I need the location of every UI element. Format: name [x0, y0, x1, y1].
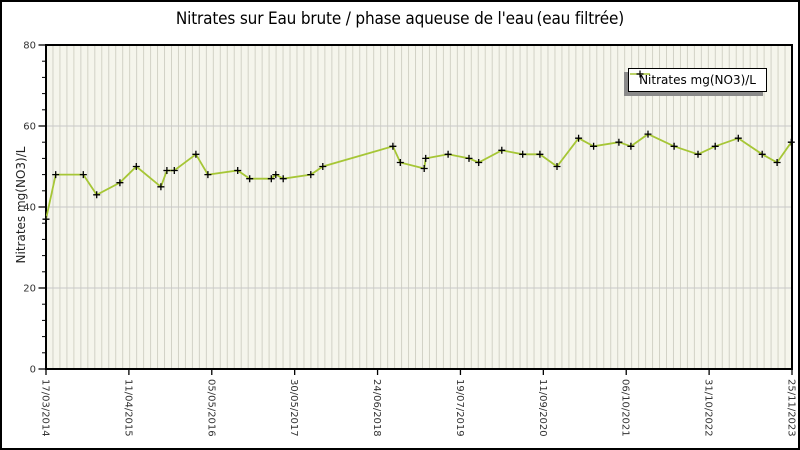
- data-point-markers: [42, 130, 795, 223]
- chart-title: Nitrates sur Eau brute / phase aqueuse d…: [2, 9, 798, 29]
- x-tick-label: 31/10/2022: [703, 379, 714, 437]
- y-tick-label: 0: [30, 365, 36, 376]
- y-tick-label: 20: [23, 284, 36, 295]
- x-tick-label: 25/11/2023: [786, 379, 797, 437]
- legend-label: Nitrates mg(NO3)/L: [639, 73, 756, 87]
- x-tick-label: 11/09/2020: [537, 379, 548, 437]
- x-tick-label: 17/03/2014: [40, 379, 51, 437]
- x-tick-label: 06/10/2021: [620, 379, 631, 437]
- x-tick-label: 24/06/2018: [371, 379, 382, 437]
- y-tick-label: 40: [23, 203, 36, 214]
- y-tick-label: 80: [23, 41, 36, 52]
- legend-box: Nitrates mg(NO3)/L: [628, 68, 767, 92]
- x-tick-label: 19/07/2019: [454, 379, 465, 437]
- y-tick-label: 60: [23, 122, 36, 133]
- x-tick-label: 30/05/2017: [288, 379, 299, 437]
- plot-border: [45, 44, 793, 370]
- x-tick-label: 11/04/2015: [122, 379, 133, 437]
- legend-marker-plus: [636, 70, 644, 78]
- legend-marker-icon: [630, 70, 651, 78]
- chart-title-text: Nitrates sur Eau brute / phase aqueuse d…: [175, 9, 625, 29]
- x-tick-label: 05/05/2016: [205, 379, 216, 437]
